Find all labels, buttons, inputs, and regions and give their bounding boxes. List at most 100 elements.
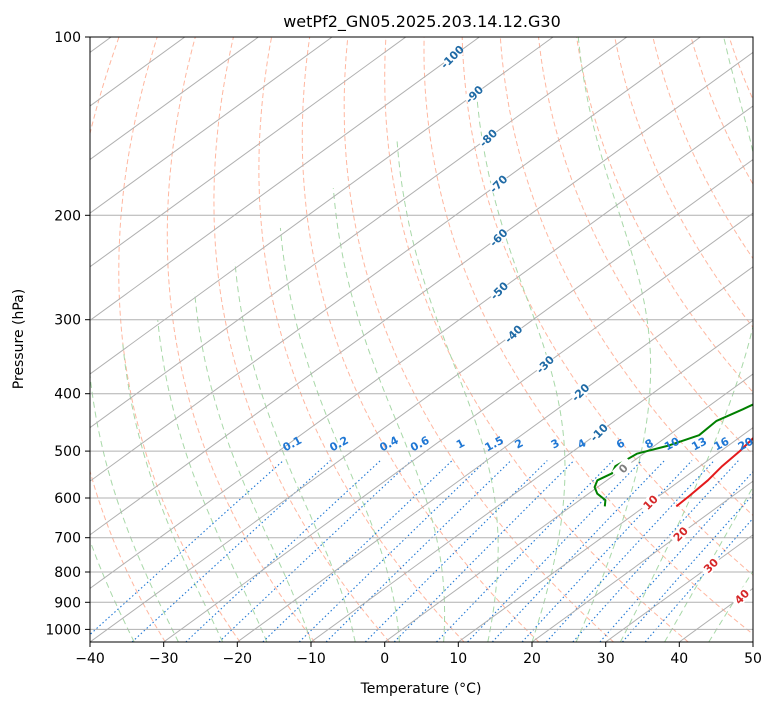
isotherm-line [458, 426, 753, 642]
isotherm-label: -60 [487, 226, 510, 249]
isotherm-label-bg [569, 381, 592, 404]
dry-adiabat-line [767, 37, 775, 642]
mixing-ratio-line [325, 460, 512, 642]
chart-title: wetPf2_GN05.2025.203.14.12.G30 [283, 12, 561, 32]
isotherm-line [163, 212, 753, 642]
axes: −40 −30 −20 −10 0 10 20 30 40 50 100 200 300 400 500 60… [45, 30, 762, 667]
y-tick-label: 600 [54, 491, 81, 507]
isotherm-line [90, 37, 333, 214]
mixing-ratio-line [393, 460, 575, 642]
x-tick-label: −10 [296, 651, 326, 667]
isotherm-label-bg [699, 554, 723, 577]
y-tick-label: 300 [54, 313, 81, 329]
mixing-ratio-line [644, 517, 753, 642]
mixing-ratio-line [545, 460, 715, 642]
moist-adiabat-line [396, 141, 499, 642]
dry-adiabat-line [652, 37, 753, 260]
x-tick-label: 0 [380, 651, 389, 667]
y-tick-label: 200 [54, 208, 81, 224]
dry-adiabat-line [384, 37, 689, 642]
mixing-ratio-label: 20 [736, 435, 756, 454]
isotherm-line [90, 37, 480, 321]
dry-adiabat-line [728, 37, 753, 101]
mixing-ratio-label: 6 [614, 436, 627, 451]
isotherm-line [90, 51, 753, 536]
dewpoint-profile-line [593, 403, 753, 507]
isotherm-label-bg [611, 457, 635, 480]
mixing-ratio-label: 1 [454, 436, 467, 451]
y-tick-label: 100 [54, 30, 81, 46]
dry-adiabats [90, 37, 775, 642]
isotherm-line [384, 373, 753, 642]
x-tick-label: −20 [223, 651, 253, 667]
dry-adiabat-line [614, 37, 753, 329]
y-tick-label: 900 [54, 595, 81, 611]
mixing-ratio-label: 16 [712, 435, 732, 454]
mixing-ratio-line [521, 460, 693, 642]
mixing-ratio-line [131, 460, 331, 642]
dry-adiabat-line [166, 37, 316, 642]
isotherm-label: -80 [477, 126, 500, 149]
moist-adiabat-line [664, 485, 753, 642]
x-tick-label: 10 [449, 651, 467, 667]
line-annotations: 0.10.20.40.611.52346810131620253036-100-… [281, 43, 756, 608]
isotherm-label-bg [476, 126, 500, 150]
moist-adiabat-line [332, 188, 446, 642]
isotherm-label-bg [669, 522, 692, 546]
moist-adiabat-line [90, 539, 135, 642]
isotherm-line [531, 480, 753, 642]
moist-adiabat-line [619, 37, 753, 642]
mixing-ratio-line [298, 460, 487, 642]
dry-adiabat-line [461, 37, 753, 576]
moist-adiabat-line [708, 570, 753, 642]
mixing-ratio-line [599, 470, 753, 642]
isotherm-label: -30 [534, 353, 557, 376]
mixing-ratio-line [364, 460, 548, 642]
moist-adiabats [90, 37, 753, 642]
mixing-ratio-line [185, 460, 381, 642]
isotherm-line [90, 37, 701, 482]
mixing-ratio-line [467, 460, 643, 642]
isotherm-line [90, 37, 628, 429]
dry-adiabat-line [343, 37, 614, 642]
mixing-ratio-label: 4 [575, 436, 588, 451]
isotherm-label: -10 [588, 421, 611, 444]
isotherm-label-bg [639, 490, 662, 514]
dry-adiabat-line [499, 37, 753, 517]
moist-adiabat-line [234, 262, 356, 642]
isotherm-label-bg [487, 226, 510, 249]
x-tick-label: 50 [744, 651, 762, 667]
x-tick-label: 20 [523, 651, 541, 667]
dry-adiabat-line [538, 37, 753, 456]
mixing-ratio-label: 2 [513, 436, 526, 451]
y-tick-label: 800 [54, 565, 81, 581]
y-tick-label: 500 [54, 444, 81, 460]
moist-adiabat-line [90, 373, 179, 642]
isotherm-line [752, 641, 753, 642]
y-tick-label: 400 [54, 387, 81, 403]
mixing-ratio-label: 13 [689, 435, 709, 454]
isotherm-label-bg [533, 353, 557, 376]
isotherm-line [90, 37, 407, 268]
x-tick-label: −30 [149, 651, 179, 667]
isotherm-label-bg [587, 421, 611, 444]
y-axis-label: Pressure (hPa) [11, 289, 27, 389]
moist-adiabat-line [122, 344, 224, 642]
isotherm-line [605, 534, 753, 642]
mixing-ratio-line [572, 460, 739, 642]
mixing-ratio-line [218, 460, 412, 642]
dry-adiabat-line [301, 37, 540, 642]
temperature-profile-line [675, 436, 753, 508]
plot-frame [89, 36, 754, 643]
moist-adiabat-line [575, 37, 652, 642]
moist-adiabat-line [475, 83, 566, 642]
mixing-ratio-label: 3 [549, 436, 562, 451]
isotherm-label-bg [440, 45, 464, 69]
isotherm-label-bg [487, 172, 510, 196]
isotherm-label-bg [730, 585, 753, 608]
isotherm-label: -40 [502, 322, 525, 345]
mixing-ratio-line [436, 460, 614, 642]
x-axis-label: Temperature (°C) [360, 681, 482, 697]
dry-adiabat-line [423, 37, 753, 635]
